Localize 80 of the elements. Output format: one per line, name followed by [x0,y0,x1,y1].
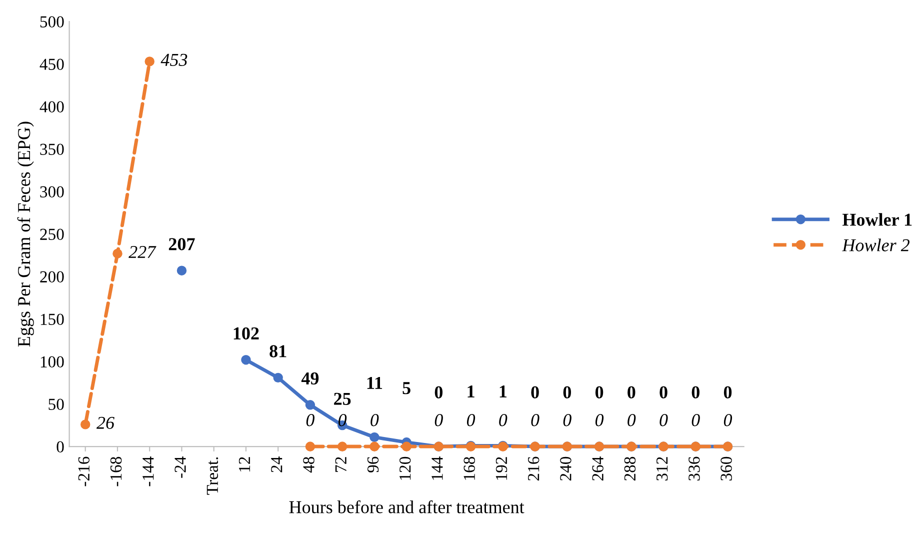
y-tick-label: 300 [40,186,64,198]
x-tick-label: 72 [335,457,346,472]
data-label: 0 [628,386,636,398]
data-label: 0 [692,386,700,398]
point [305,400,316,410]
x-tick-label: 120 [399,456,411,480]
x-tick-label: 12 [238,457,250,472]
x-tick-label: 288 [624,456,636,481]
x-tick-label: 24 [271,456,282,472]
data-label: 25 [334,392,351,405]
x-tick-label: 144 [432,456,443,480]
data-label: 0 [563,386,571,398]
point [402,442,412,452]
data-label: 0 [370,414,379,426]
legend-label: Howler 2 [842,238,910,252]
data-label: 102 [234,327,259,340]
x-tick-label: 312 [656,457,668,480]
y-tick-label: 450 [40,58,64,70]
data-label: 0 [466,414,476,426]
data-label: 0 [660,386,668,398]
point [112,248,122,258]
data-label: 1 [500,385,506,398]
data-label: 0 [531,386,539,398]
data-label: 49 [301,372,319,385]
point [176,266,187,276]
data-label: 0 [628,414,636,426]
x-tick-label: Treat. [206,457,218,495]
data-label: 453 [160,54,188,66]
data-label: 0 [499,414,508,426]
y-tick-label: 400 [40,101,64,112]
point [305,442,316,452]
point [370,432,380,442]
data-label: 227 [128,246,156,258]
legend-label: Howler 1 [842,213,912,226]
point [370,442,380,452]
data-label: 0 [724,386,732,398]
x-axis-title: Hours before and after treatment [289,500,524,514]
x-tick-label: 168 [464,456,475,480]
x-tick-label: 264 [592,456,604,481]
x-tick-label: 48 [303,456,314,473]
x-tick-label: 336 [688,456,700,480]
point [80,420,90,430]
point [273,372,283,383]
x-tick-label: 192 [496,457,508,480]
y-tick-label: 250 [40,228,64,240]
data-label: 26 [96,416,114,429]
x-tick-label: 96 [367,456,379,472]
data-label: 0 [563,414,572,426]
y-tick-label: 500 [40,16,64,28]
y-tick-label: 50 [48,398,64,410]
data-label: 0 [531,414,540,426]
data-label: 0 [434,386,443,398]
data-label: 5 [402,382,410,394]
data-label: 0 [724,414,732,426]
point [241,354,251,365]
x-tick-label: 240 [560,456,572,481]
y-tick-label: 100 [40,356,64,368]
data-label: 1 [468,385,474,398]
data-label: 0 [595,414,604,426]
y-axis-title: Eggs Per Gram of Feces (EPG) [17,122,34,347]
data-label: 0 [692,414,700,426]
point [144,56,154,66]
data-label: 0 [306,414,314,426]
x-tick-label: -216 [78,456,90,486]
data-label: 81 [270,345,286,358]
point [337,442,348,452]
y-tick-label: 350 [40,144,64,155]
data-label: 0 [434,414,443,426]
x-tick-label: -168 [110,456,122,486]
data-label: 0 [595,386,604,398]
y-tick-label: 150 [40,314,64,325]
x-tick-label: 216 [528,456,540,481]
x-tick-label: 360 [720,456,732,480]
data-label: 11 [367,376,382,389]
y-tick-label: 0 [56,441,64,452]
x-tick-label: -144 [142,456,154,486]
x-tick-label: -24 [174,456,186,478]
y-tick-label: 200 [40,271,64,282]
data-label: 0 [660,414,668,426]
data-label: 207 [168,238,195,250]
